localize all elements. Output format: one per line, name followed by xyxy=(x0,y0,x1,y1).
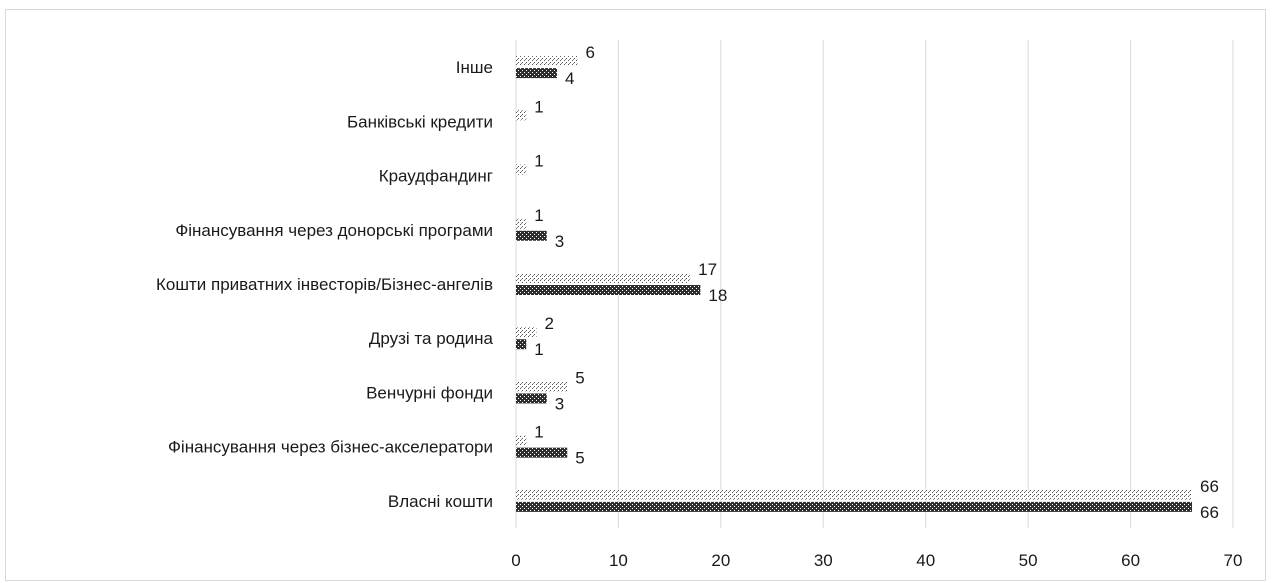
x-axis-ticks: 0 10 20 30 40 50 60 70 xyxy=(511,551,1242,570)
data-label: 5 xyxy=(575,368,584,387)
data-label: 1 xyxy=(534,97,543,116)
data-label: 1 xyxy=(534,423,543,442)
x-tick-label: 50 xyxy=(1019,551,1038,570)
data-label: 3 xyxy=(555,394,564,413)
bar xyxy=(516,218,527,229)
data-label: 18 xyxy=(708,286,727,305)
bars xyxy=(516,56,1193,512)
x-tick-label: 70 xyxy=(1224,551,1243,570)
bar xyxy=(516,285,701,295)
data-label: 4 xyxy=(565,69,574,88)
bar xyxy=(516,501,1193,512)
category-label: Інше xyxy=(456,58,493,77)
category-label: Кошти приватних інвесторів/Бізнес-ангелі… xyxy=(156,275,493,294)
bar xyxy=(516,110,527,121)
bar xyxy=(516,393,547,404)
bar xyxy=(516,489,1193,500)
category-label: Власні кошти xyxy=(388,492,493,511)
bar xyxy=(516,381,568,392)
category-label: Фінансування через донорські програми xyxy=(175,221,493,240)
data-label: 66 xyxy=(1200,503,1219,522)
data-label: 5 xyxy=(575,449,584,468)
category-label: Друзі та родина xyxy=(369,329,494,348)
data-label: 2 xyxy=(544,314,553,333)
data-label: 3 xyxy=(555,232,564,251)
x-tick-label: 60 xyxy=(1121,551,1140,570)
data-label: 17 xyxy=(698,260,717,279)
data-label: 1 xyxy=(534,152,543,171)
x-tick-label: 0 xyxy=(511,551,520,570)
category-label: Венчурні фонди xyxy=(366,383,493,402)
bar xyxy=(516,327,537,338)
category-labels: Власні кошти Фінансування через бізнес-ак… xyxy=(156,58,494,511)
data-label: 1 xyxy=(534,340,543,359)
bar xyxy=(516,273,691,283)
data-label: 1 xyxy=(534,206,543,225)
bar xyxy=(516,164,527,175)
x-tick-label: 10 xyxy=(609,551,628,570)
category-label: Банківські кредити xyxy=(347,112,493,131)
category-label: Фінансування через бізнес-акселератори xyxy=(168,438,493,457)
bar xyxy=(516,435,527,446)
data-label: 66 xyxy=(1200,477,1219,496)
gridlines xyxy=(515,40,1234,528)
bar xyxy=(516,447,568,458)
category-label: Краудфандинг xyxy=(379,167,493,186)
x-tick-label: 40 xyxy=(916,551,935,570)
bar xyxy=(516,339,527,350)
x-tick-label: 30 xyxy=(814,551,833,570)
x-tick-label: 20 xyxy=(711,551,730,570)
bar xyxy=(516,230,547,241)
data-label: 6 xyxy=(585,43,594,62)
bar xyxy=(516,68,557,79)
bar xyxy=(516,56,578,67)
